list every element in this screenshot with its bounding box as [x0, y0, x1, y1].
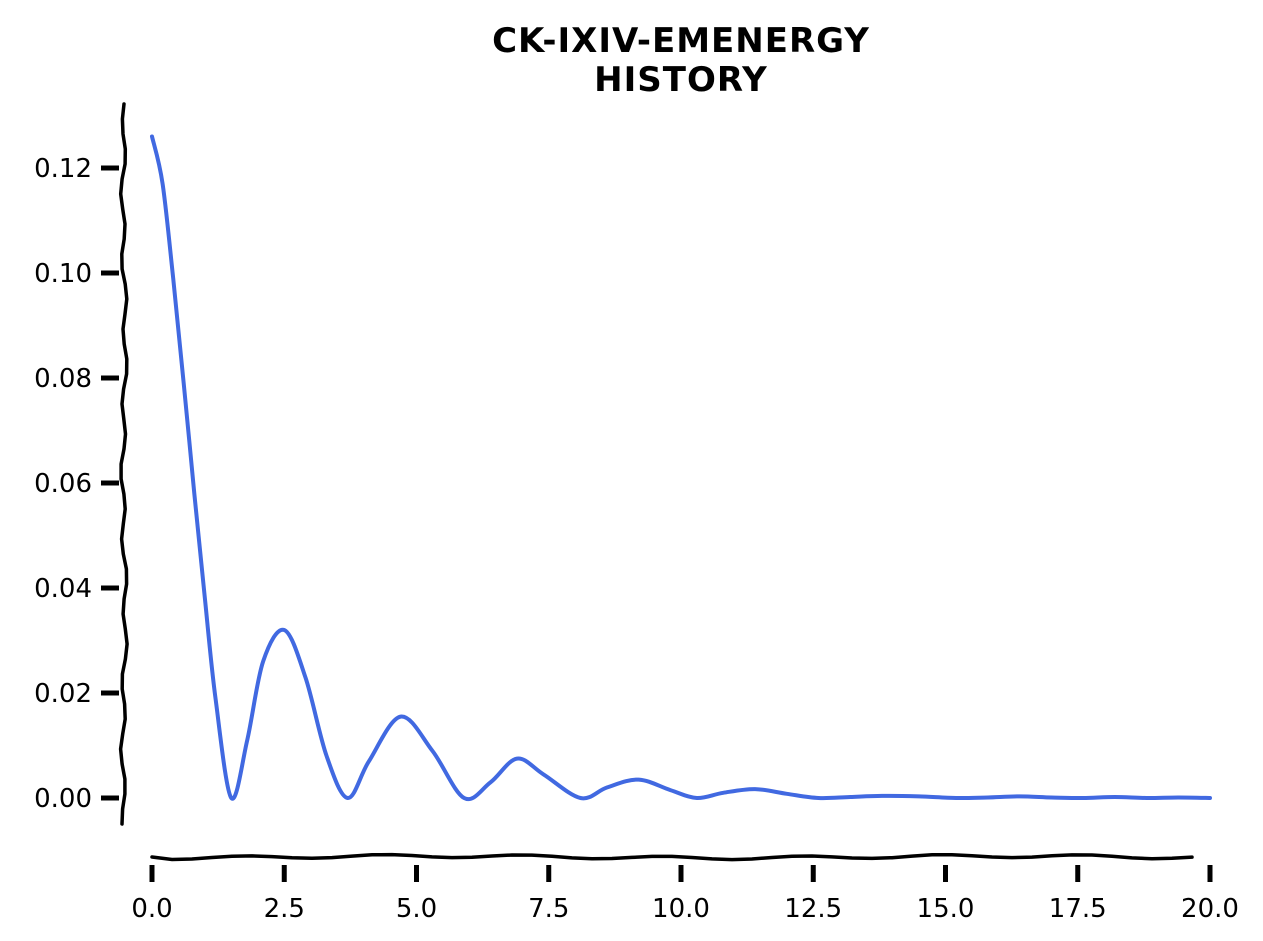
y-tick-label: 0.08 — [34, 364, 92, 394]
x-tick-label: 0.0 — [131, 894, 172, 924]
y-tick-label: 0.04 — [34, 574, 92, 604]
y-axis-line — [118, 102, 129, 826]
x-tick-label: 7.5 — [528, 894, 569, 924]
y-tick-label: 0.12 — [34, 154, 92, 184]
series-layer — [150, 134, 1212, 802]
x-tick-label: 2.5 — [264, 894, 305, 924]
chart-title-line-2: HISTORY — [594, 60, 768, 100]
x-axis-ticks: 0.0 2.5 5.0 7.5 10.0 12.5 15.0 17.5 20.0 — [131, 865, 1239, 924]
x-tick-label: 17.5 — [1049, 894, 1107, 924]
y-tick-label: 0.10 — [34, 259, 92, 289]
y-tick-label: 0.06 — [34, 469, 92, 499]
x-tick-label: 10.0 — [652, 894, 710, 924]
x-axis-line — [150, 852, 1194, 862]
x-tick-label: 5.0 — [396, 894, 437, 924]
chart-title-line-1: CK-IXIV-EMENERGY — [492, 21, 870, 61]
series-line-energy — [150, 134, 1212, 802]
x-tick-label: 12.5 — [784, 894, 842, 924]
y-axis-ticks: 0.00 0.02 0.04 0.06 0.08 0.10 0.12 — [34, 154, 119, 814]
y-tick-label: 0.02 — [34, 679, 92, 709]
x-tick-label: 15.0 — [917, 894, 975, 924]
y-tick-label: 0.00 — [34, 784, 92, 814]
x-tick-label: 20.0 — [1181, 894, 1239, 924]
